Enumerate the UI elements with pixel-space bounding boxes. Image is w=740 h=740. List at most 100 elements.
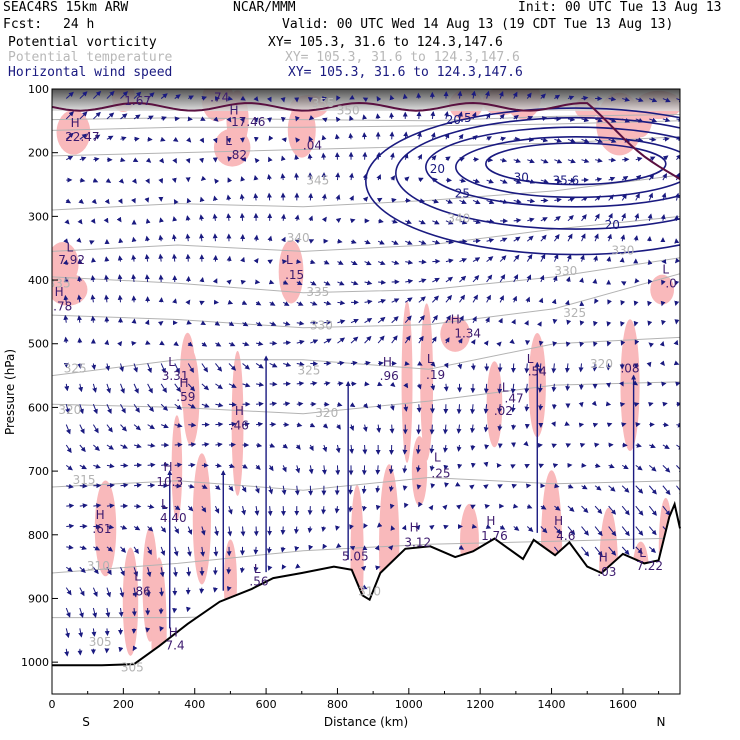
- x-tick-label: 800: [327, 698, 348, 711]
- wind-vector: [281, 236, 286, 243]
- isotach-35.6: [485, 142, 667, 186]
- wind-vector: [594, 546, 603, 557]
- wind-speed-label: 25: [455, 186, 470, 200]
- wind-vector: [391, 240, 399, 245]
- wind-vector: [456, 444, 462, 452]
- wind-vector: [133, 567, 139, 577]
- wind-vector: [186, 567, 192, 577]
- wind-vector: [120, 482, 129, 488]
- wind-vector: [402, 465, 408, 474]
- org-name: NCAR/MMM: [233, 0, 296, 15]
- wind-vector: [635, 422, 641, 428]
- wind-vector: [172, 136, 179, 142]
- wind-vector: [199, 233, 205, 242]
- wind-speed-label: 20: [446, 113, 461, 127]
- wind-vector: [445, 219, 454, 225]
- hilo-label: H: [163, 460, 172, 474]
- wind-vector: [199, 214, 205, 221]
- wind-vector: [241, 506, 247, 516]
- wind-vector: [321, 506, 327, 515]
- wind-vector: [171, 253, 177, 262]
- wind-vectors: [62, 90, 680, 657]
- wind-vector: [133, 136, 140, 142]
- wind-vector: [212, 195, 218, 202]
- x-tick-label: 1600: [609, 698, 637, 711]
- wind-vector: [470, 424, 476, 434]
- hilo-label: L: [66, 240, 73, 254]
- wind-vector: [607, 233, 612, 242]
- wind-vector: [538, 404, 544, 411]
- hilo-label: .74: [210, 91, 229, 105]
- wind-vector: [307, 526, 313, 534]
- wind-vector: [551, 363, 557, 374]
- wind-vector: [430, 483, 436, 489]
- wind-vector: [362, 424, 368, 433]
- y-tick-label: 400: [28, 274, 49, 287]
- wind-vector: [404, 315, 412, 324]
- wind-vector: [200, 320, 207, 326]
- wind-vector: [362, 97, 369, 103]
- wind-vector: [78, 383, 84, 393]
- wind-vector: [185, 157, 191, 164]
- wind-vector: [485, 90, 490, 99]
- wind-vector: [322, 423, 329, 429]
- wind-vector: [93, 463, 101, 469]
- pv-blob: [278, 240, 304, 304]
- wind-vector: [591, 400, 597, 407]
- wind-vector: [119, 363, 124, 372]
- wind-vector: [266, 96, 272, 103]
- wind-vector: [445, 258, 454, 264]
- wind-vector: [105, 178, 112, 184]
- theta-label: 305: [121, 661, 144, 675]
- wind-vector: [416, 383, 422, 390]
- hilo-label: H: [410, 521, 419, 535]
- theta-label: 340: [287, 231, 310, 245]
- wind-vector: [389, 152, 395, 160]
- wind-vector: [172, 298, 177, 304]
- wind-vector: [79, 91, 88, 99]
- hilo-label: .08: [620, 361, 639, 375]
- hilo-label: .19: [426, 368, 445, 382]
- wind-vector: [308, 215, 313, 222]
- wind-vector: [662, 136, 670, 142]
- wind-vector: [65, 464, 73, 471]
- wind-vector: [499, 113, 505, 120]
- wind-vector: [269, 362, 278, 368]
- wind-vector: [554, 178, 563, 184]
- wind-vector: [133, 443, 142, 449]
- wind-vector: [296, 301, 304, 306]
- wind-vector: [66, 523, 75, 529]
- wind-vector: [540, 526, 548, 534]
- wind-vector: [486, 136, 492, 141]
- wind-vector: [646, 236, 652, 242]
- wind-vector: [405, 219, 412, 224]
- wind-vector: [483, 383, 489, 394]
- wind-vector: [566, 254, 572, 262]
- wind-vector: [269, 321, 277, 326]
- wind-vector: [592, 363, 598, 372]
- wind-vector: [364, 381, 370, 387]
- wind-vector: [77, 363, 83, 369]
- hilo-label: 22.47: [65, 130, 99, 144]
- wind-vector: [199, 587, 205, 594]
- wind-vector: [200, 546, 206, 557]
- wind-vector: [255, 363, 264, 369]
- wind-vector: [145, 627, 151, 633]
- isentrope-335: [52, 257, 680, 294]
- wind-vector: [348, 485, 354, 495]
- wind-vector: [635, 97, 644, 103]
- wind-vector: [362, 196, 369, 202]
- wind-vector: [296, 339, 305, 345]
- wind-vector: [185, 215, 191, 221]
- wind-vector: [201, 403, 210, 408]
- wind-speed-label: 35.6: [552, 174, 579, 188]
- wind-vector: [594, 233, 599, 242]
- wind-vector: [648, 464, 657, 472]
- wind-vector: [106, 482, 115, 488]
- wind-vector: [430, 361, 436, 367]
- wind-vector: [378, 279, 387, 285]
- wind-vector: [348, 132, 354, 140]
- wind-vector: [79, 503, 88, 509]
- wind-vector: [147, 363, 152, 374]
- wind-vector: [592, 422, 599, 428]
